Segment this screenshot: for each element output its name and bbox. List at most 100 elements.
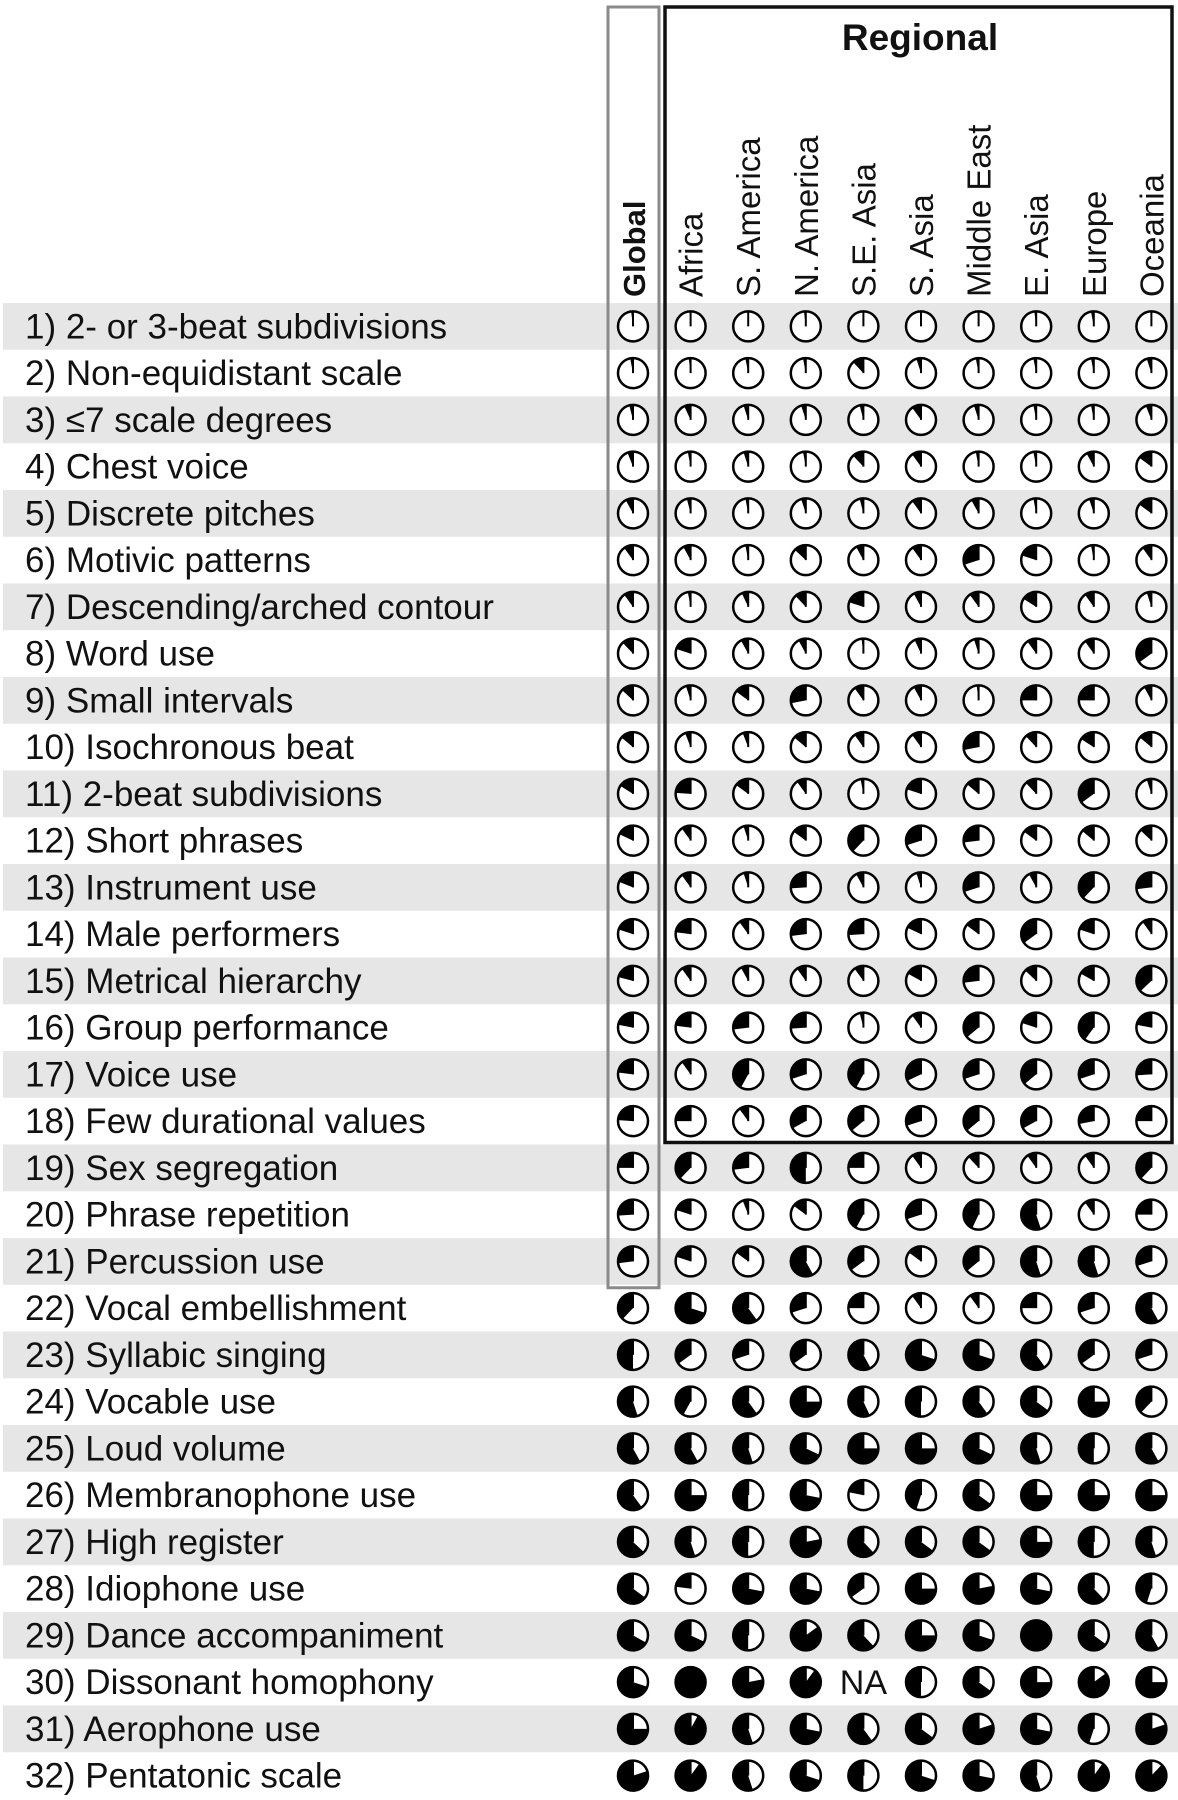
pie-marker bbox=[674, 1104, 707, 1138]
pie-marker bbox=[674, 1245, 707, 1278]
pie-marker bbox=[731, 1011, 765, 1044]
pie-marker bbox=[1077, 824, 1111, 857]
pie-marker bbox=[904, 730, 938, 764]
pie-marker bbox=[1135, 1525, 1168, 1559]
pie-marker bbox=[904, 356, 938, 390]
pie-marker bbox=[674, 1011, 707, 1044]
pie-marker bbox=[616, 1478, 650, 1512]
pie-marker bbox=[1135, 1104, 1168, 1138]
pie-marker bbox=[904, 964, 938, 998]
pie-marker bbox=[1019, 1245, 1053, 1278]
pie-marker bbox=[1135, 1385, 1168, 1418]
pie-marker bbox=[789, 1151, 823, 1185]
pie-marker bbox=[1135, 1338, 1168, 1372]
pie-marker bbox=[904, 1245, 938, 1278]
pie-marker bbox=[847, 1245, 880, 1278]
pie-marker bbox=[1019, 637, 1053, 670]
pie-marker bbox=[1077, 450, 1111, 483]
row-label: 32) Pentatonic scale bbox=[25, 1757, 342, 1796]
pie-marker bbox=[1019, 590, 1053, 624]
pie-marker bbox=[904, 1198, 938, 1231]
row-label: 29) Dance accompaniment bbox=[25, 1616, 444, 1655]
row-label: 24) Vocable use bbox=[25, 1383, 276, 1422]
pie-marker bbox=[616, 1198, 650, 1231]
pie-marker bbox=[1135, 1011, 1168, 1044]
pie-marker bbox=[789, 497, 823, 530]
pie-marker bbox=[1077, 497, 1111, 530]
pie-marker bbox=[616, 1291, 650, 1325]
pie-marker bbox=[962, 1291, 995, 1325]
regional-box bbox=[663, 5, 1174, 1145]
pie-marker bbox=[962, 1151, 995, 1185]
pie-marker bbox=[1077, 1291, 1111, 1325]
pie-marker bbox=[616, 310, 650, 343]
row-label: 30) Dissonant homophony bbox=[25, 1663, 434, 1702]
pie-marker bbox=[904, 1385, 938, 1418]
pie-marker bbox=[1077, 1011, 1111, 1044]
pie-marker bbox=[1077, 1432, 1111, 1465]
pie-marker bbox=[674, 684, 707, 717]
pie-marker bbox=[1019, 1572, 1053, 1605]
column-header-oceania: Oceania bbox=[1133, 173, 1170, 297]
pie-marker bbox=[674, 356, 707, 390]
pie-marker bbox=[616, 1572, 650, 1605]
pie-marker bbox=[731, 1478, 765, 1512]
pie-marker bbox=[789, 1385, 823, 1418]
pie-marker bbox=[674, 1058, 707, 1091]
pie-marker bbox=[962, 684, 995, 717]
column-header-global: Global bbox=[617, 201, 652, 297]
pie-marker bbox=[962, 356, 995, 390]
pie-marker bbox=[789, 1478, 823, 1512]
pie-marker bbox=[1077, 1385, 1111, 1418]
pie-grid: NA bbox=[616, 310, 1168, 1792]
row-label: 27) High register bbox=[25, 1523, 284, 1562]
pie-marker bbox=[674, 824, 707, 857]
pie-marker bbox=[674, 1665, 707, 1699]
pie-marker bbox=[1019, 1525, 1053, 1559]
column-header-n-america: N. America bbox=[788, 135, 825, 297]
pie-marker bbox=[789, 917, 823, 951]
pie-marker bbox=[1135, 1245, 1168, 1278]
pie-marker bbox=[731, 1198, 765, 1231]
pie-marker bbox=[904, 1011, 938, 1044]
pie-marker bbox=[616, 637, 650, 670]
row-label: 6) Motivic patterns bbox=[25, 541, 311, 580]
pie-marker bbox=[1135, 1432, 1168, 1465]
row-label: 3) ≤7 scale degrees bbox=[25, 401, 332, 440]
pie-marker bbox=[731, 1665, 765, 1699]
pie-marker bbox=[789, 1198, 823, 1231]
pie-marker bbox=[1077, 590, 1111, 624]
pie-marker bbox=[789, 310, 823, 343]
pie-marker bbox=[847, 497, 880, 530]
pie-marker bbox=[1135, 730, 1168, 764]
pie-marker bbox=[674, 1385, 707, 1418]
pie-marker bbox=[616, 777, 650, 811]
row-label: 22) Vocal embellishment bbox=[25, 1289, 407, 1328]
pie-marker bbox=[1135, 450, 1168, 483]
pie-marker bbox=[904, 1104, 938, 1138]
pie-marker bbox=[616, 1665, 650, 1699]
pie-marker bbox=[1077, 1759, 1111, 1792]
pie-marker bbox=[674, 1432, 707, 1465]
row-label: 8) Word use bbox=[25, 635, 215, 674]
pie-marker bbox=[1019, 1104, 1053, 1138]
pie-marker bbox=[616, 1151, 650, 1185]
pie-marker bbox=[904, 590, 938, 624]
column-header-e-asia: E. Asia bbox=[1018, 194, 1055, 297]
pie-marker bbox=[847, 964, 880, 998]
pie-marker bbox=[904, 1619, 938, 1652]
pie-marker bbox=[1135, 543, 1168, 577]
pie-marker bbox=[1077, 777, 1111, 811]
row-label: 26) Membranophone use bbox=[25, 1476, 416, 1515]
pie-marker bbox=[847, 871, 880, 904]
pie-marker bbox=[847, 1104, 880, 1138]
pie-marker bbox=[962, 1385, 995, 1418]
pie-marker bbox=[731, 1291, 765, 1325]
pie-marker bbox=[1019, 1665, 1053, 1699]
pie-marker bbox=[847, 590, 880, 624]
pie-marker bbox=[731, 1759, 765, 1792]
pie-marker bbox=[789, 824, 823, 857]
pie-marker bbox=[1019, 310, 1053, 343]
pie-marker bbox=[674, 917, 707, 951]
pie-marker bbox=[731, 637, 765, 670]
